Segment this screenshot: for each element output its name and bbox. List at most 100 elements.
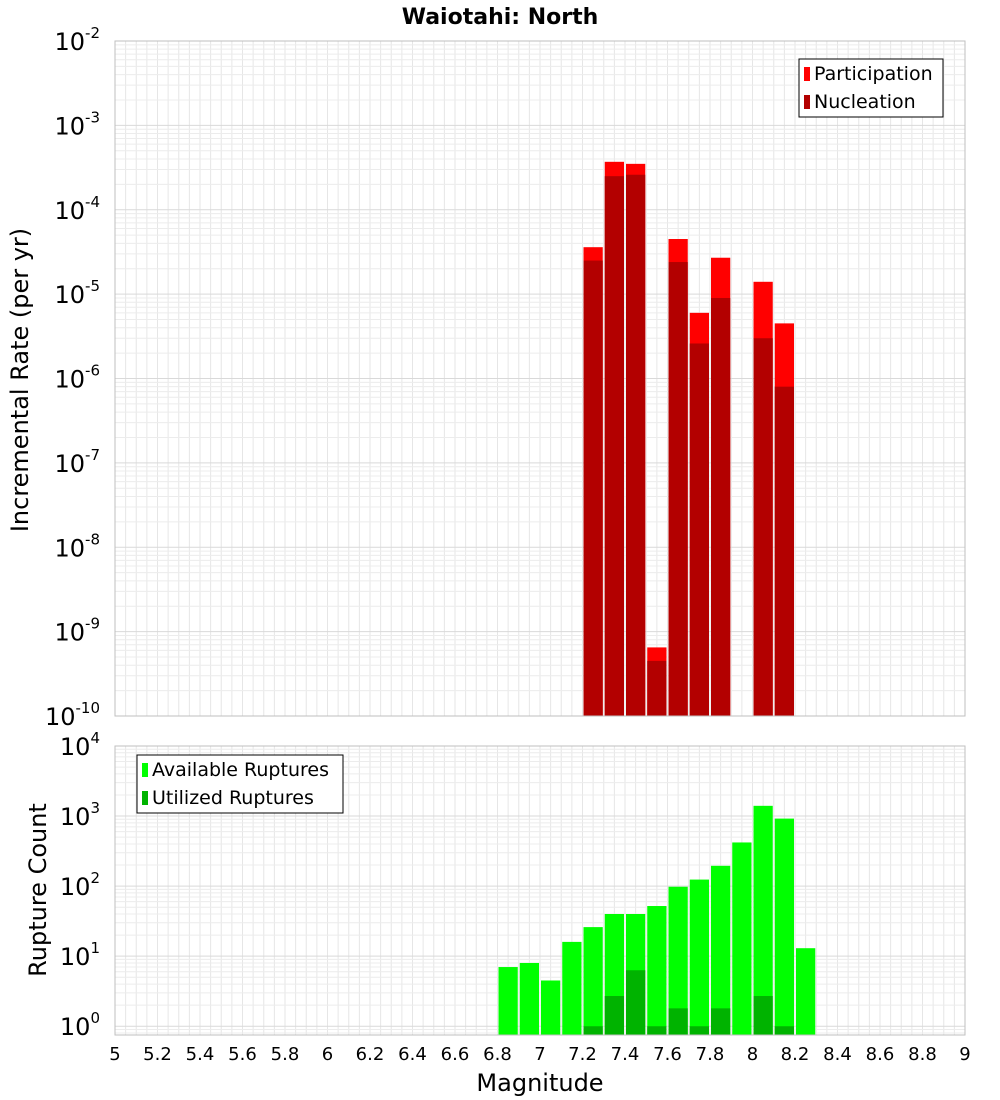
rate-panel: 10-1010-910-810-710-610-510-410-310-2Par… (45, 24, 966, 731)
plot-border (114, 745, 966, 1036)
plot-border (114, 40, 966, 717)
rate-bar-nucleation (753, 338, 773, 716)
count-bar-available-ruptures (583, 927, 603, 1035)
legend-label: Nucleation (814, 91, 916, 113)
y-tick-exponent: -3 (85, 108, 100, 126)
legend-swatch (804, 95, 810, 109)
rate-bars (583, 161, 794, 717)
top-y-axis-label: Incremental Rate (per yr) (6, 228, 34, 532)
y-tick-exponent: 4 (90, 729, 100, 747)
count-bar-available-ruptures (732, 842, 752, 1035)
count-bar-available-ruptures (498, 967, 518, 1035)
count-bar-utilized-ruptures (647, 1026, 667, 1035)
y-tick-exponent: 2 (90, 869, 100, 887)
y-tick-label: 104 (60, 729, 100, 761)
legend-box (798, 58, 944, 118)
y-tick-base: 10 (54, 197, 85, 225)
y-tick-exponent: 0 (90, 1009, 100, 1027)
count-bar-available-ruptures (796, 948, 816, 1035)
x-tick-label: 8.2 (781, 1044, 810, 1065)
legend-swatch (142, 763, 148, 777)
x-tick-label: 6.2 (356, 1044, 385, 1065)
rate-bar-nucleation (689, 343, 709, 716)
y-tick-label: 102 (60, 869, 100, 901)
x-tick-label: 9 (959, 1044, 970, 1065)
count-bar-available-ruptures (519, 962, 539, 1035)
y-tick-base: 10 (60, 943, 91, 971)
count-bar-utilized-ruptures (711, 1008, 731, 1035)
y-tick-base: 10 (60, 733, 91, 761)
y-tick-exponent: -6 (85, 362, 100, 380)
y-tick-label: 10-2 (54, 24, 100, 56)
y-tick-exponent: -5 (85, 277, 100, 295)
x-tick-label: 5 (109, 1044, 120, 1065)
rate-bar-nucleation (604, 176, 624, 716)
y-tick-base: 10 (54, 112, 85, 140)
count-bar-utilized-ruptures (604, 996, 624, 1035)
y-tick-label: 10-3 (54, 108, 100, 140)
legend-label: Utilized Ruptures (152, 787, 314, 809)
y-tick-base: 10 (54, 28, 85, 56)
gridlines (114, 40, 966, 717)
count-bar-available-ruptures (541, 980, 561, 1035)
rate-bar-nucleation (668, 262, 688, 716)
y-tick-exponent: -2 (85, 24, 100, 42)
count-bar-available-ruptures (668, 886, 688, 1035)
legend-swatch (142, 791, 148, 805)
y-tick-exponent: -4 (85, 193, 100, 211)
x-tick-label: 5.6 (228, 1044, 257, 1065)
count-bars (498, 805, 816, 1035)
legend-box (136, 754, 344, 814)
y-tick-label: 10-4 (54, 193, 100, 225)
y-tick-exponent: -9 (85, 615, 100, 633)
x-tick-label: 8.6 (866, 1044, 895, 1065)
count-bar-utilized-ruptures (583, 1026, 603, 1035)
x-tick-label: 8 (747, 1044, 758, 1065)
count-bar-available-ruptures (647, 906, 667, 1035)
x-tick-label: 5.2 (143, 1044, 172, 1065)
y-tick-exponent: -10 (76, 699, 101, 717)
x-tick-labels: 5 5.2 5.4 5.6 5.8 6 6.2 6.4 6.6 6.8 7 7.2 7.4 7.6 7.8 8… (109, 1044, 970, 1065)
x-tick-label: 5.4 (186, 1044, 215, 1065)
count-legend: Available Ruptures Utilized Ruptures (136, 754, 344, 814)
x-tick-label: 6.4 (398, 1044, 427, 1065)
y-tick-label: 10-10 (45, 699, 100, 731)
y-tick-exponent: -8 (85, 530, 100, 548)
rate-bar-nucleation (626, 174, 646, 716)
y-tick-label: 101 (60, 939, 100, 971)
x-axis-label: Magnitude (476, 1069, 603, 1097)
y-tick-label: 10-9 (54, 615, 100, 647)
y-tick-exponent: 1 (90, 939, 100, 957)
x-tick-label: 6 (322, 1044, 333, 1065)
y-tick-label: 10-5 (54, 277, 100, 309)
rate-bar-nucleation (774, 386, 794, 716)
y-tick-label: 103 (60, 799, 100, 831)
legend-label: Participation (814, 63, 933, 85)
x-tick-label: 7 (534, 1044, 545, 1065)
y-tick-base: 10 (60, 803, 91, 831)
x-tick-label: 7.6 (653, 1044, 682, 1065)
x-tick-label: 7.2 (568, 1044, 597, 1065)
x-tick-label: 8.8 (908, 1044, 937, 1065)
count-bar-utilized-ruptures (626, 970, 646, 1035)
count-bar-available-ruptures (562, 941, 582, 1035)
count-bar-utilized-ruptures (689, 1026, 709, 1035)
series-nucleation (583, 174, 794, 716)
y-tick-base: 10 (54, 534, 85, 562)
y-tick-base: 10 (45, 703, 76, 731)
count-bar-available-ruptures (774, 818, 794, 1035)
rate-bar-nucleation (583, 260, 603, 716)
rate-bar-nucleation (711, 297, 731, 716)
x-tick-label: 8.4 (823, 1044, 852, 1065)
count-bar-available-ruptures (753, 805, 773, 1035)
x-tick-label: 7.4 (611, 1044, 640, 1065)
count-bar-utilized-ruptures (753, 996, 773, 1035)
y-tick-base: 10 (54, 366, 85, 394)
count-bar-available-ruptures (711, 865, 731, 1035)
y-tick-exponent: 3 (90, 799, 100, 817)
x-tick-label: 7.8 (696, 1044, 725, 1065)
